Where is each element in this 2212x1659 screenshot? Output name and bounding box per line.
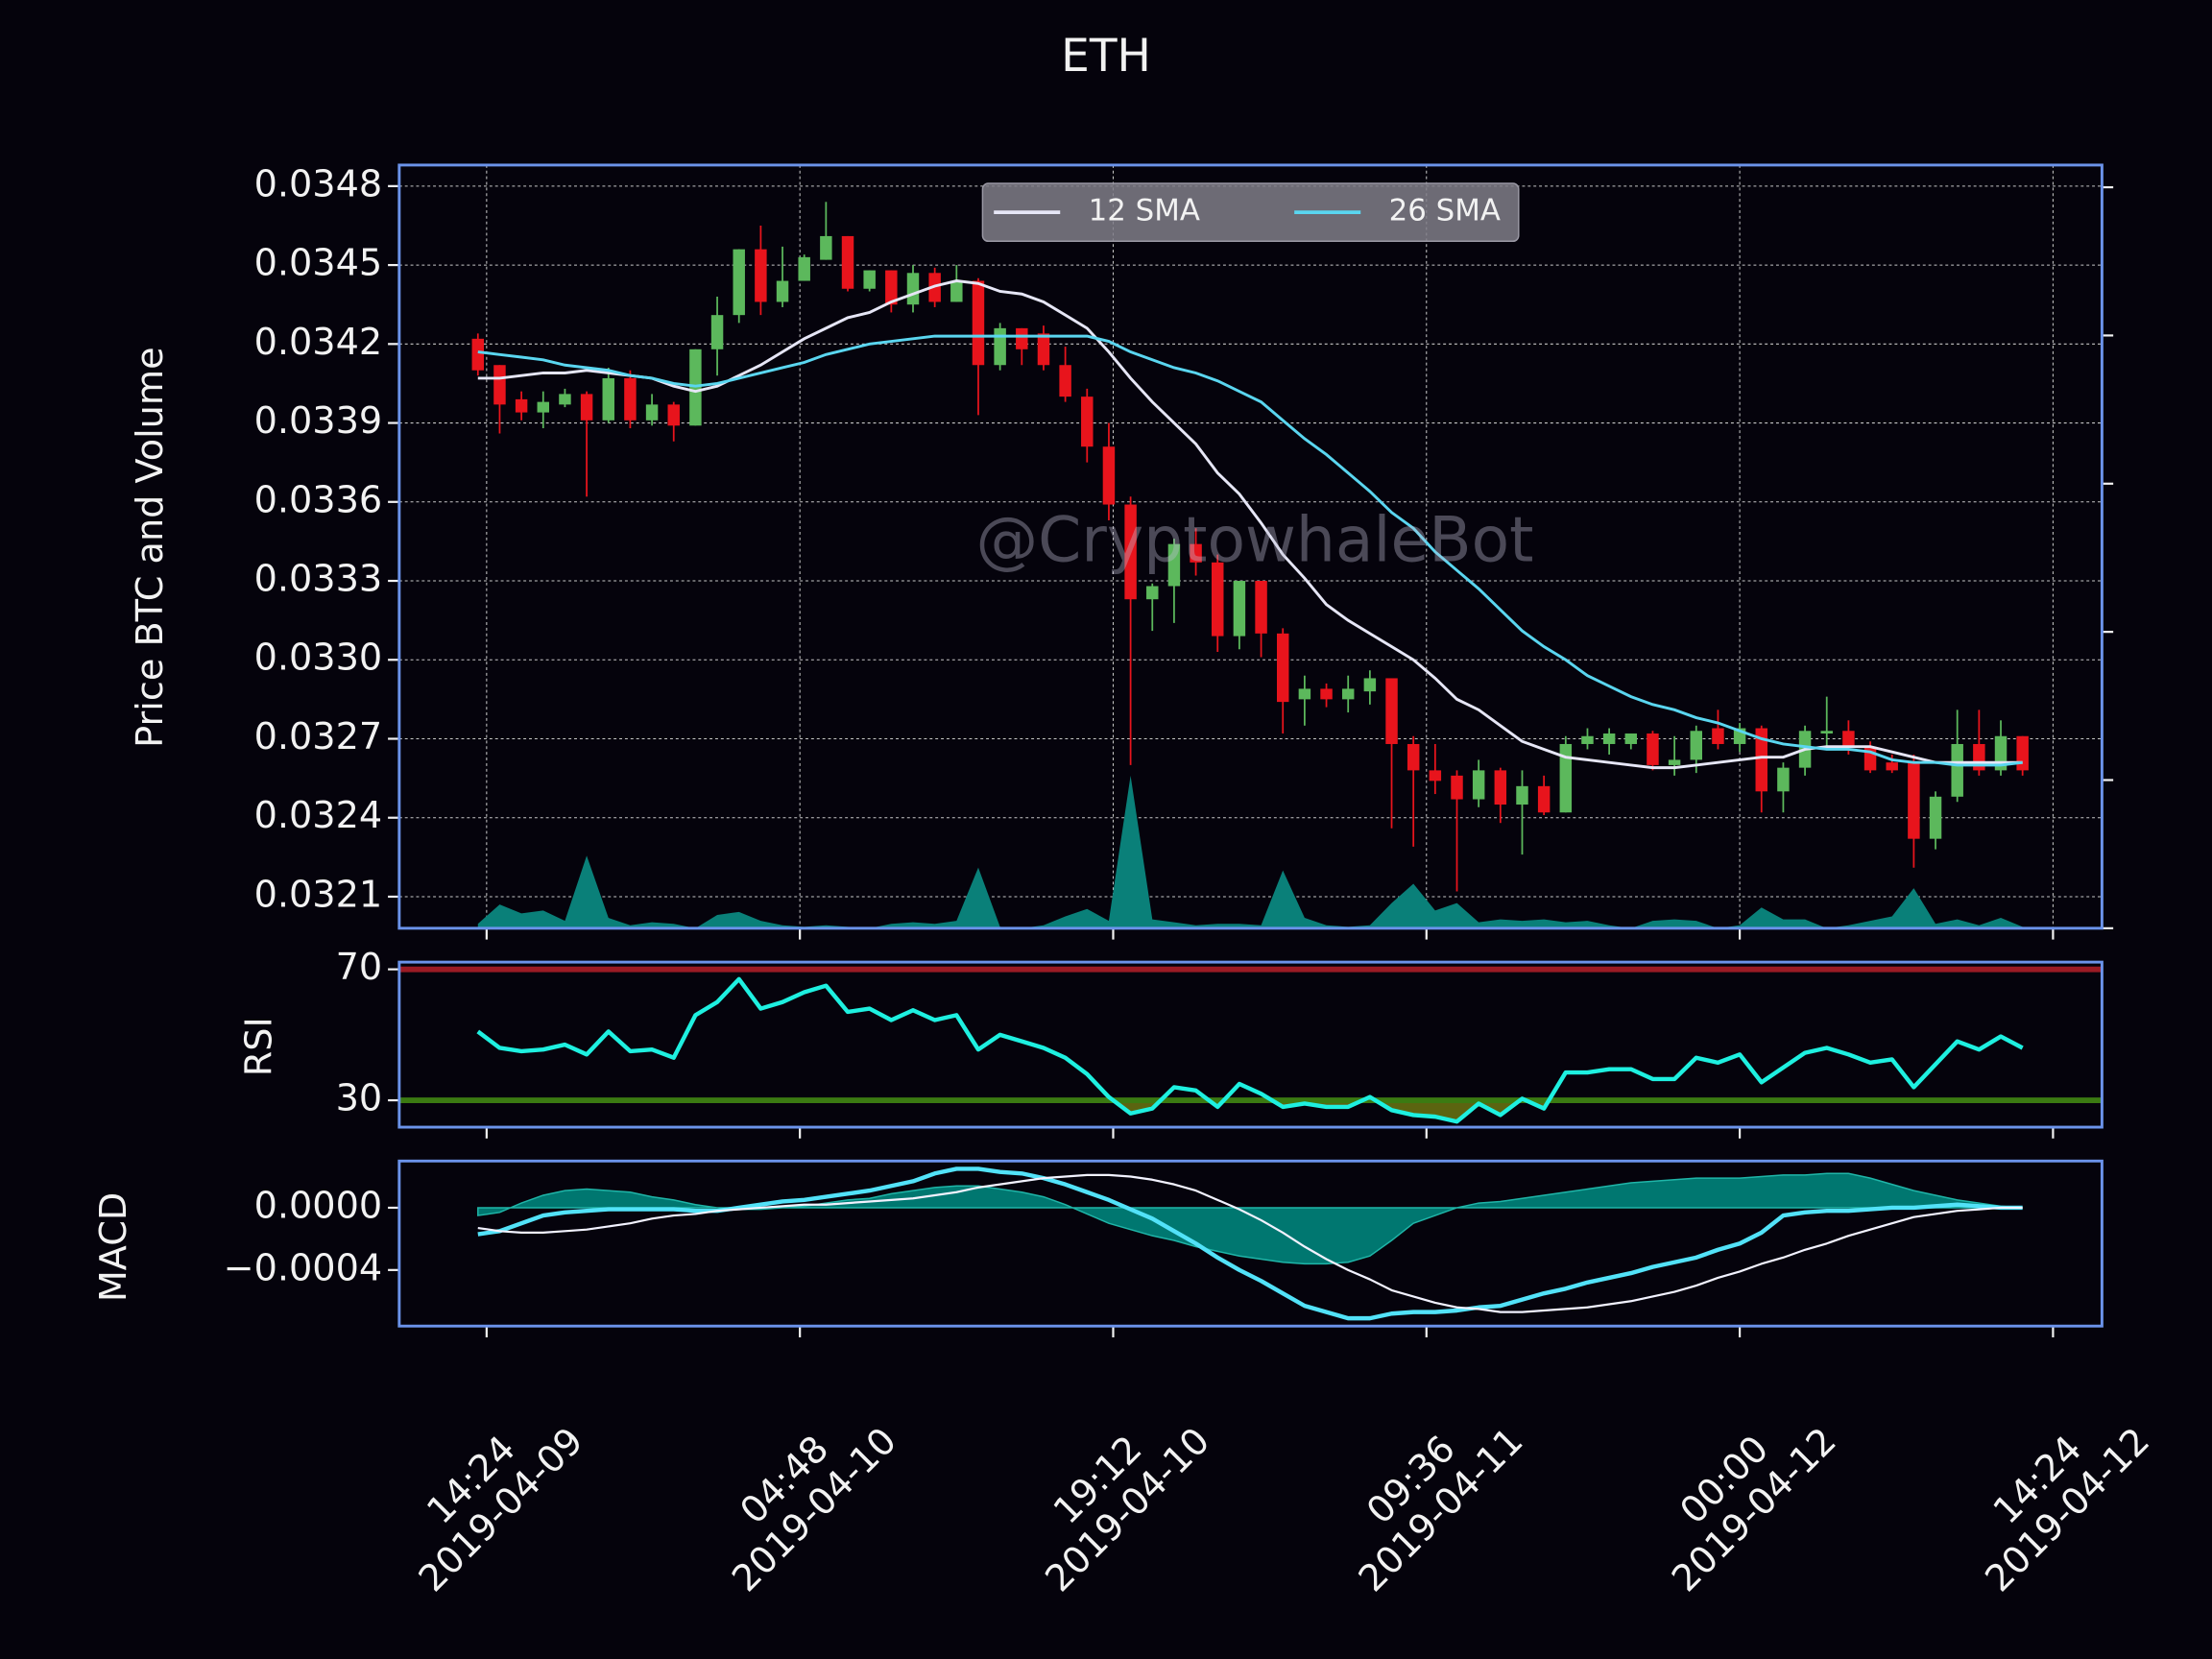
histogram-area [477, 1172, 2023, 1265]
candle-body [733, 249, 745, 316]
candle-body [1407, 743, 1420, 771]
indicator-line [476, 976, 2024, 1124]
indicator-line [477, 1173, 2023, 1313]
candle-body [537, 401, 550, 413]
y-tick-label: 30 [336, 1078, 383, 1120]
candle-body [624, 377, 637, 421]
y-tick-label: 0.0336 [254, 479, 383, 521]
candle-body [645, 404, 659, 421]
candle-body [710, 315, 724, 349]
y-tick-label: 70 [336, 947, 383, 989]
candle-body [994, 327, 1006, 366]
candle-body [1777, 767, 1790, 792]
candle-body [1429, 770, 1442, 781]
candle-body [602, 377, 614, 421]
candle-body [1951, 743, 1963, 797]
candle-body [1755, 728, 1767, 792]
candle-body [776, 280, 789, 302]
candle-body [1929, 796, 1942, 839]
candle-body [1690, 731, 1703, 760]
candle-body [798, 256, 810, 281]
candle-body [1341, 688, 1355, 700]
candle-body [1146, 586, 1159, 600]
candle-body [1516, 785, 1528, 805]
legend-box [981, 182, 1520, 243]
candle-body [1255, 581, 1267, 634]
candle-body [1059, 365, 1071, 397]
candle-body [1668, 759, 1681, 765]
y-tick-label: 0.0333 [254, 559, 383, 601]
y-tick-label: 0.0327 [254, 716, 383, 758]
panel-frame [397, 163, 2104, 930]
candle-body [1233, 581, 1246, 637]
y-tick-label: 0.0324 [254, 795, 383, 837]
candle-body [1472, 770, 1485, 800]
candle-body [1081, 397, 1094, 447]
y-axis-label: MACD [93, 1192, 135, 1302]
y-axis-label: RSI [238, 1017, 280, 1076]
candle-body [1212, 562, 1224, 637]
legend-label: 12 SMA [1089, 194, 1200, 228]
candle-body [559, 394, 571, 405]
candle-body [1363, 678, 1377, 692]
candle-body [1581, 735, 1594, 744]
candle-body [906, 273, 920, 305]
candle-body [972, 280, 985, 366]
candle-body [1016, 327, 1028, 349]
panel-frame [397, 1159, 2104, 1328]
y-tick-label: 0.0345 [254, 243, 383, 285]
candle-body [2016, 735, 2029, 771]
y-tick-label: 0.0342 [254, 322, 383, 364]
candle-body [1276, 633, 1289, 703]
y-tick-label: 0.0348 [254, 163, 383, 205]
watermark: @CryptowhaleBot [976, 505, 1534, 577]
candle-body [1298, 688, 1311, 700]
candle-body [515, 398, 528, 413]
y-tick-label: 0.0321 [254, 874, 383, 916]
candle-body [1494, 770, 1507, 805]
candle-body [1908, 762, 1920, 839]
candle-body [1190, 543, 1202, 563]
candle-body [1712, 728, 1724, 744]
candle-body [1624, 733, 1638, 744]
candle-body [1602, 733, 1616, 744]
candle-body [841, 235, 854, 289]
indicator-line [477, 1166, 2023, 1321]
sma-line [477, 279, 2023, 770]
candle-body [1167, 543, 1181, 587]
candle-body [1037, 333, 1050, 366]
candle-body [1647, 733, 1659, 765]
candle-body [1102, 446, 1116, 505]
candle-body [820, 235, 832, 260]
panel-frame [397, 960, 2104, 1129]
candle-body [1320, 688, 1333, 700]
candle-body [755, 249, 767, 302]
candle-body [885, 270, 898, 305]
candle-body [1124, 504, 1137, 600]
candle-body [1886, 762, 1898, 771]
candle-body [1537, 785, 1551, 813]
candle-body [493, 365, 506, 405]
candle-body [1842, 731, 1855, 747]
candle-body [950, 280, 963, 302]
candle-body [1559, 743, 1573, 813]
legend-label: 26 SMA [1389, 194, 1501, 228]
y-tick-label: −0.0004 [224, 1247, 383, 1289]
candle-body [580, 394, 593, 421]
candle-body [471, 338, 485, 371]
candle-body [863, 270, 876, 289]
y-tick-label: 0.0000 [254, 1185, 383, 1227]
y-tick-label: 0.0339 [254, 400, 383, 443]
candle-body [1451, 775, 1463, 800]
chart-title: ETH [1061, 30, 1151, 83]
y-axis-label: Price BTC and Volume [130, 347, 172, 747]
candle-body [667, 404, 680, 426]
sma-line [477, 334, 2023, 767]
candle-body [1385, 678, 1398, 744]
candle-body [1820, 731, 1833, 734]
y-tick-label: 0.0330 [254, 637, 383, 680]
